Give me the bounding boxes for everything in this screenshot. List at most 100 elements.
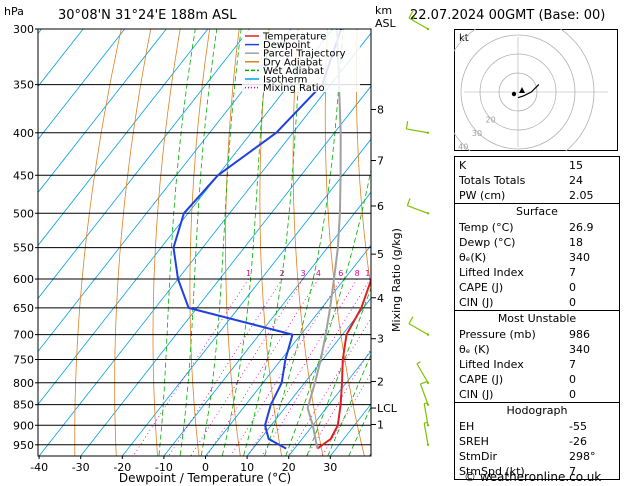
isotherm-line bbox=[80, 85, 371, 456]
temperature-tick-label: 0 bbox=[202, 461, 209, 474]
isotherm-line bbox=[246, 297, 371, 456]
surface-label: Temp (°C) bbox=[459, 221, 514, 234]
surface-label: Dewp (°C) bbox=[459, 236, 516, 249]
mixing-ratio-tick-label: 10 bbox=[365, 269, 375, 278]
plot-frame bbox=[37, 28, 372, 457]
wind-barb-base bbox=[426, 131, 430, 134]
mixing-ratio-line bbox=[261, 278, 371, 456]
wet-adiabat-line bbox=[200, 29, 242, 456]
wind-barb-base bbox=[426, 424, 430, 427]
isotherm-line bbox=[288, 350, 371, 456]
hodograph-stat-value: 298° bbox=[569, 450, 596, 463]
hodograph-stat-value: 7 bbox=[569, 465, 576, 478]
isotherm-line bbox=[121, 138, 371, 456]
surface-title: Surface bbox=[455, 203, 619, 220]
wind-barb-flag bbox=[405, 120, 409, 130]
hodograph-stat-row: SREH -26 bbox=[455, 434, 619, 449]
km-tick-label: 7 bbox=[377, 155, 384, 168]
surface-value: 340 bbox=[569, 251, 590, 264]
wind-barb-staff bbox=[406, 128, 429, 134]
wind-barb-half-flag bbox=[411, 16, 415, 21]
wind-barb-base bbox=[426, 443, 430, 446]
pressure-tick-label: 750 bbox=[13, 354, 34, 367]
wind-barb-flag bbox=[408, 10, 414, 19]
index-row: Totals Totals 24 bbox=[455, 173, 619, 188]
index-row: PW (cm) 2.05 bbox=[455, 188, 619, 203]
most-unstable-row: Pressure (mb) 986 bbox=[455, 327, 619, 342]
km-tick-label: 2 bbox=[377, 375, 384, 388]
wet-adiabat-line bbox=[285, 168, 371, 456]
temperature-tick-label: -30 bbox=[72, 461, 90, 474]
legend-label: Dry Adiabat bbox=[263, 57, 322, 68]
hodograph-stat-value: -55 bbox=[569, 420, 587, 433]
dry-adiabat-line bbox=[152, 29, 181, 456]
surface-row: Dewp (°C) 18 bbox=[455, 235, 619, 250]
legend-label: Parcel Trajectory bbox=[263, 49, 346, 60]
dry-adiabat-line bbox=[292, 29, 324, 456]
hodograph-ring-label: 40 bbox=[458, 143, 468, 151]
wind-barb-flag bbox=[420, 380, 429, 385]
temperature-tick-label: -20 bbox=[113, 461, 131, 474]
chart-series: 1 2 3 4 6 8 10 15 20 25 bbox=[172, 29, 418, 450]
footer-credit: © weatheronline.co.uk bbox=[464, 470, 602, 484]
dry-adiabat-line bbox=[622, 29, 629, 456]
most-unstable-label: Pressure (mb) bbox=[459, 328, 536, 341]
wind-barb-staff bbox=[416, 363, 429, 384]
surface-row: θₑ(K) 340 bbox=[455, 250, 619, 265]
temperature-tick-label: -10 bbox=[155, 461, 173, 474]
mixing-ratio-tick-label: 8 bbox=[355, 269, 360, 278]
storm-motion-marker bbox=[511, 91, 517, 97]
wet-adiabat-line bbox=[158, 29, 196, 456]
hodograph-table-title: Hodograph bbox=[455, 402, 619, 419]
pressure-tick-label: 850 bbox=[13, 399, 34, 412]
km-tick-label: 4 bbox=[377, 292, 384, 305]
isotherm-line bbox=[38, 29, 209, 247]
mean-wind-marker bbox=[519, 87, 525, 93]
dry-adiabat-line bbox=[114, 29, 152, 456]
mixing-ratio-tick-label: 20 bbox=[408, 269, 418, 278]
surface-value: 0 bbox=[569, 281, 576, 294]
most-unstable-value: 0 bbox=[569, 373, 576, 386]
surface-label: CAPE (J) bbox=[459, 281, 504, 294]
temperature-series-line bbox=[316, 276, 371, 450]
index-label: PW (cm) bbox=[459, 189, 506, 202]
mixing-ratio-tick-label: 6 bbox=[338, 269, 343, 278]
hodograph-stat-label: SREH bbox=[459, 435, 489, 448]
legend-label: Temperature bbox=[262, 32, 326, 43]
index-value: 15 bbox=[569, 159, 583, 172]
location-title: 30°08'N 31°24'E 188m ASL bbox=[58, 8, 237, 23]
wind-barb-base bbox=[426, 403, 430, 406]
most-unstable-label: θₑ (K) bbox=[459, 343, 490, 356]
pressure-tick-label: 700 bbox=[13, 329, 34, 342]
mixing-ratio-tick-label: 1 bbox=[246, 269, 251, 278]
legend-label: Isotherm bbox=[263, 75, 307, 86]
index-label: Totals Totals bbox=[459, 174, 526, 187]
most-unstable-row: CAPE (J) 0 bbox=[455, 372, 619, 387]
mixing-ratio-line bbox=[230, 278, 342, 456]
wet-adiabat-line bbox=[242, 29, 304, 456]
isotherm-line bbox=[38, 29, 167, 194]
pressure-tick-label: 650 bbox=[13, 302, 34, 315]
pressure-tick-label: 550 bbox=[13, 242, 34, 255]
hodograph-stat-row: StmSpd (kt) 7 bbox=[455, 464, 619, 479]
most-unstable-row: θₑ (K) 340 bbox=[455, 342, 619, 357]
wind-barb-base bbox=[426, 333, 430, 336]
hodograph-stat-value: -26 bbox=[569, 435, 587, 448]
dry-adiabat-line bbox=[189, 29, 211, 456]
dry-adiabat-line bbox=[225, 29, 241, 456]
surface-row: CAPE (J) 0 bbox=[455, 280, 619, 295]
surface-value: 7 bbox=[569, 266, 576, 279]
mixing-ratio-line bbox=[287, 317, 371, 456]
wind-barb-staff bbox=[419, 383, 429, 405]
surface-row: Lifted Index 7 bbox=[455, 265, 619, 280]
surface-row: Temp (°C) 26.9 bbox=[455, 220, 619, 235]
temperature-tick-label: -40 bbox=[30, 461, 48, 474]
dewpoint-series-line bbox=[172, 29, 342, 450]
most-unstable-value: 0 bbox=[569, 388, 576, 401]
wet-adiabat-line bbox=[306, 286, 371, 456]
most-unstable-title: Most Unstable bbox=[455, 310, 619, 327]
hpa-label: hPa bbox=[4, 5, 24, 18]
chart-grid bbox=[38, 29, 629, 456]
